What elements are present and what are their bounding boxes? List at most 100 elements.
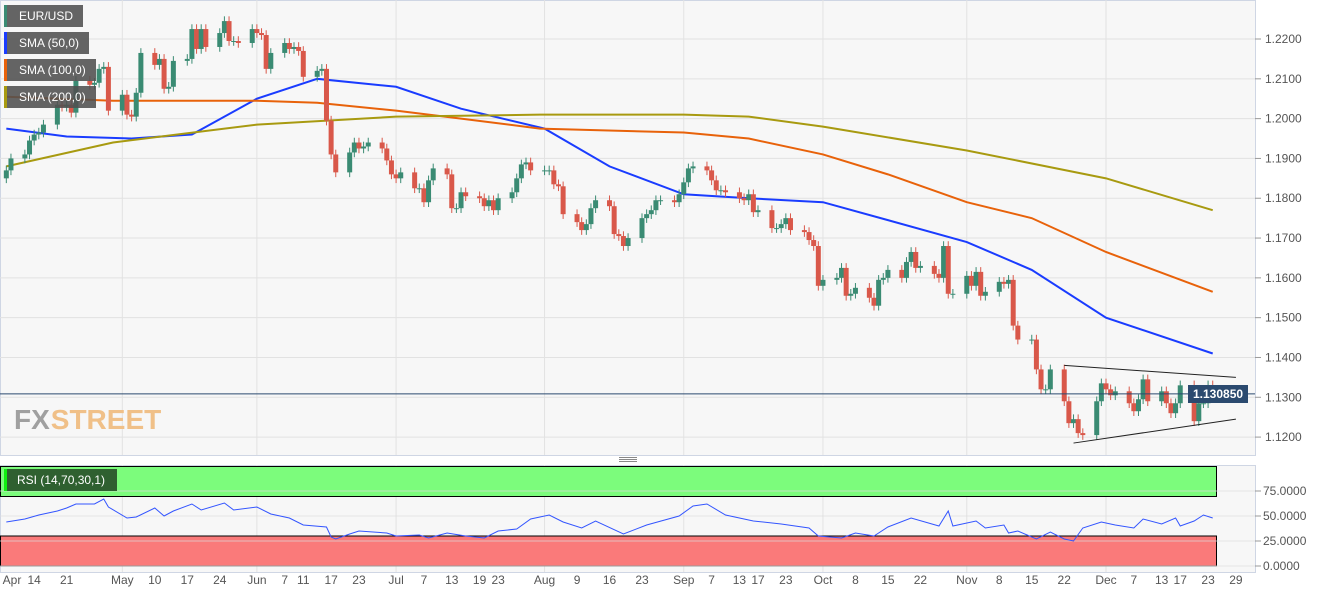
candle: [968, 271, 974, 291]
candle-body: [848, 293, 854, 296]
candle-body: [746, 194, 752, 201]
candle: [495, 193, 501, 215]
candle-body: [398, 172, 404, 179]
candle: [426, 175, 432, 207]
candle: [671, 195, 677, 207]
candle: [101, 62, 107, 74]
candle: [648, 205, 654, 219]
legend-rsi[interactable]: RSI (14,70,30,1): [4, 469, 118, 491]
candle: [27, 135, 33, 160]
candle-body: [1140, 379, 1146, 400]
y-tick-label: 1.1600: [1265, 271, 1302, 285]
candle: [755, 205, 761, 217]
candle-body: [644, 214, 650, 219]
candle-body: [723, 190, 729, 193]
candle-body: [296, 46, 302, 51]
candle-body: [903, 261, 909, 278]
candle-body: [1043, 389, 1049, 391]
candle-body: [866, 287, 872, 298]
x-tick-label: Jul: [388, 573, 403, 587]
candle: [458, 187, 464, 213]
candle-body: [778, 224, 784, 229]
candle-body: [323, 68, 329, 121]
candle: [1126, 386, 1132, 409]
candle: [40, 119, 46, 138]
x-tick-label: Oct: [814, 573, 833, 587]
candle: [1173, 398, 1179, 418]
candle: [607, 195, 613, 211]
candle: [1029, 334, 1035, 345]
candle: [1196, 398, 1202, 426]
candle: [815, 241, 821, 291]
candle: [774, 223, 780, 233]
x-tick-label: 7: [421, 573, 428, 587]
candle-body: [704, 166, 710, 171]
candle-body: [333, 154, 339, 173]
candle-body: [263, 35, 269, 69]
candle: [681, 177, 687, 200]
legend-symbol[interactable]: EUR/USD: [4, 5, 84, 27]
candle-body: [783, 218, 789, 225]
candle-body: [876, 279, 882, 306]
candle: [542, 165, 548, 176]
candle: [133, 87, 139, 122]
legend-sma50[interactable]: SMA (50,0): [4, 32, 90, 54]
candle-body: [356, 142, 362, 149]
candle-body: [917, 265, 923, 268]
candle-body: [449, 174, 455, 209]
rsi-y-tick-label: 50.0000: [1263, 509, 1307, 523]
candle: [899, 265, 905, 283]
candle: [398, 167, 404, 184]
x-tick-label: Aug: [534, 573, 555, 587]
candle: [1061, 364, 1067, 407]
candle-body: [1200, 403, 1206, 405]
candle-body: [133, 92, 139, 117]
candle-body: [1010, 279, 1016, 326]
candle-body: [579, 222, 585, 231]
candle: [551, 165, 557, 190]
panel-splitter-handle[interactable]: [619, 457, 637, 463]
candle: [1001, 277, 1007, 289]
candle-body: [648, 210, 654, 215]
candle: [996, 277, 1002, 297]
candle-body: [347, 152, 353, 173]
candle-body: [477, 196, 483, 199]
candle-body: [741, 198, 747, 201]
fxstreet-logo: FXSTREET: [14, 404, 161, 436]
candle: [323, 64, 329, 126]
candle: [950, 289, 956, 299]
candle-body: [463, 192, 469, 197]
candle-body: [486, 200, 492, 207]
x-tick-label: 13: [445, 573, 459, 587]
legend-sma100[interactable]: SMA (100,0): [4, 59, 96, 81]
candle: [124, 89, 130, 120]
candle: [170, 56, 176, 92]
candle: [945, 241, 951, 299]
candle-body: [319, 68, 325, 71]
candle-body: [1033, 339, 1039, 370]
candle: [1159, 386, 1165, 407]
legend-sma200[interactable]: SMA (200,0): [4, 86, 96, 108]
candle: [908, 247, 914, 267]
candle: [620, 231, 626, 251]
price-panel: [0, 0, 1256, 456]
candle: [1015, 320, 1021, 345]
candle: [184, 54, 190, 66]
candle: [1038, 364, 1044, 395]
candle: [514, 173, 520, 198]
candle-body: [625, 238, 631, 247]
x-tick-label: 17: [1174, 573, 1188, 587]
candle-body: [259, 33, 265, 36]
candle-body: [491, 200, 497, 211]
x-tick-label: 22: [914, 573, 928, 587]
candle-body: [690, 166, 696, 169]
candle-body: [31, 134, 37, 141]
candle: [1140, 374, 1146, 405]
candle-body: [852, 287, 858, 294]
candle-body: [653, 200, 659, 211]
candle: [263, 30, 269, 74]
logo-fx: FX: [14, 404, 50, 435]
candle: [1168, 398, 1174, 418]
sma-50-line: [6, 77, 1214, 355]
